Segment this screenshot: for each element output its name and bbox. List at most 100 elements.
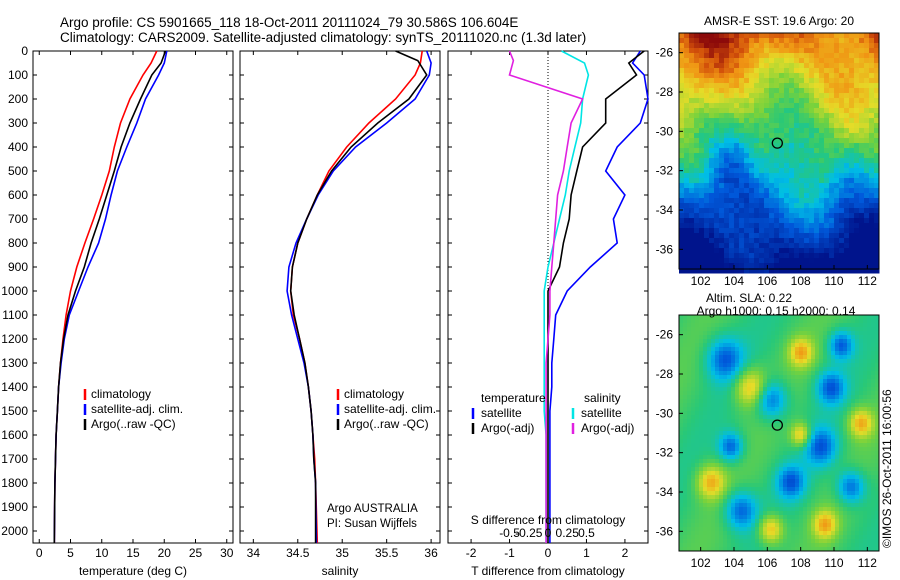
map-cell <box>875 375 880 380</box>
map-cell <box>794 53 800 59</box>
map-cell <box>843 431 848 436</box>
map-cell <box>703 347 708 352</box>
map-cell <box>689 73 695 79</box>
map-cell <box>849 58 855 64</box>
map-cell <box>851 351 856 356</box>
map-cell <box>699 188 705 194</box>
map-cell <box>724 168 730 174</box>
map-cell <box>755 515 760 520</box>
map-cell <box>839 459 844 464</box>
map-cell <box>704 188 710 194</box>
map-cell <box>799 98 805 104</box>
map-cell <box>684 58 690 64</box>
map-cell <box>774 103 780 109</box>
map-cell <box>719 133 725 139</box>
map-cell <box>703 315 708 320</box>
map-cell <box>779 268 785 274</box>
map-cell <box>827 371 832 376</box>
map-cell <box>819 535 824 540</box>
map-cell <box>739 383 744 388</box>
map-cell <box>855 411 860 416</box>
map-cell <box>687 315 692 320</box>
map-cell <box>694 38 700 44</box>
map-cell <box>863 343 868 348</box>
map-cell <box>755 455 760 460</box>
map-cell <box>831 315 836 320</box>
map-cell <box>775 323 780 328</box>
map-cell <box>875 315 880 320</box>
map-cell <box>744 228 750 234</box>
map-cell <box>809 228 815 234</box>
map-cell <box>735 467 740 472</box>
map-cell <box>791 443 796 448</box>
map-cell <box>747 363 752 368</box>
map-cell <box>819 83 825 89</box>
map-cell <box>755 407 760 412</box>
map-cell <box>735 391 740 396</box>
map-cell <box>779 391 784 396</box>
map-cell <box>829 218 835 224</box>
map-cell <box>723 443 728 448</box>
map-cell <box>751 387 756 392</box>
map-cell <box>839 133 845 139</box>
map-cell <box>743 323 748 328</box>
map-cell <box>743 347 748 352</box>
map-cell <box>874 213 880 219</box>
map-cell <box>763 363 768 368</box>
map-cell <box>751 439 756 444</box>
map-cell <box>744 93 750 99</box>
map-cell <box>871 531 876 536</box>
map-cell <box>754 143 760 149</box>
map-cell <box>787 495 792 500</box>
map-cell <box>829 78 835 84</box>
map-cell <box>679 515 684 520</box>
map-cell <box>827 503 832 508</box>
map-cell <box>799 183 805 189</box>
map-cell <box>739 218 745 224</box>
map-cell <box>814 248 820 254</box>
map-cell <box>819 253 825 259</box>
map-cell <box>815 447 820 452</box>
map-cell <box>867 391 872 396</box>
map-cell <box>695 475 700 480</box>
map-cell <box>811 427 816 432</box>
map-cell <box>729 183 735 189</box>
map-cell <box>799 375 804 380</box>
map-cell <box>823 351 828 356</box>
map-cell <box>835 439 840 444</box>
map-cell <box>843 523 848 528</box>
map-cell <box>863 407 868 412</box>
map-cell <box>875 415 880 420</box>
map-cell <box>679 98 685 104</box>
map-cell <box>819 63 825 69</box>
map-cell <box>787 507 792 512</box>
map-cell <box>764 138 770 144</box>
map-cell <box>807 459 812 464</box>
map-cell <box>715 495 720 500</box>
map-cell <box>794 113 800 119</box>
map-cell <box>684 223 690 229</box>
map-cell <box>819 198 825 204</box>
map-cell <box>695 515 700 520</box>
map-cell <box>795 407 800 412</box>
map-cell <box>784 193 790 199</box>
map-cell <box>724 163 730 169</box>
map-cell <box>809 138 815 144</box>
map-cell <box>799 43 805 49</box>
map-cell <box>704 138 710 144</box>
map-cell <box>754 198 760 204</box>
map-cell <box>719 531 724 536</box>
map-cell <box>799 395 804 400</box>
map-cell <box>723 487 728 492</box>
map-cell <box>809 148 815 154</box>
map-cell <box>683 435 688 440</box>
map-cell <box>744 263 750 269</box>
map-cell <box>839 387 844 392</box>
map-cell <box>863 523 868 528</box>
map-cell <box>807 479 812 484</box>
map-cell <box>844 93 850 99</box>
map-cell <box>799 228 805 234</box>
map-cell <box>751 363 756 368</box>
map-cell <box>799 467 804 472</box>
map-cell <box>871 519 876 524</box>
